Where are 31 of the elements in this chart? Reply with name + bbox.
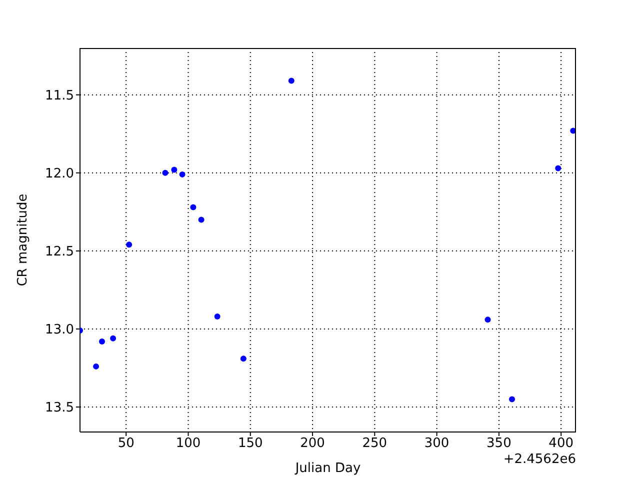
point	[555, 165, 562, 172]
x-tick-label: 400	[548, 436, 574, 452]
x-tick-label: 250	[362, 436, 388, 452]
y-tick-label: 13.0	[45, 322, 74, 338]
x-tick-label: 100	[176, 436, 201, 452]
y-axis-title: CR magnitude	[16, 194, 31, 286]
point	[98, 338, 105, 344]
x-axis-title: Julian Day	[294, 461, 361, 476]
point	[288, 78, 294, 84]
point	[162, 170, 168, 176]
point	[484, 316, 491, 323]
y-tick-label: 11.5	[45, 88, 74, 104]
point	[198, 216, 204, 223]
y-tick-label: 12.0	[45, 166, 74, 182]
point	[110, 335, 116, 342]
point	[93, 363, 100, 370]
point	[171, 166, 178, 173]
point	[190, 204, 196, 210]
point	[240, 356, 246, 362]
x-tick-label: 200	[300, 436, 325, 452]
y-tick-label: 13.5	[45, 400, 74, 416]
x-tick-label: 350	[486, 436, 512, 452]
point	[126, 242, 132, 248]
text: +2.4562e6	[503, 452, 576, 467]
point	[214, 313, 220, 320]
point	[508, 396, 515, 402]
x-tick-label: 50	[118, 436, 134, 452]
x-tick-label: 300	[424, 436, 450, 452]
x-tick-label: 150	[238, 436, 263, 452]
point	[179, 171, 186, 178]
y-tick-label: 12.5	[45, 244, 74, 260]
